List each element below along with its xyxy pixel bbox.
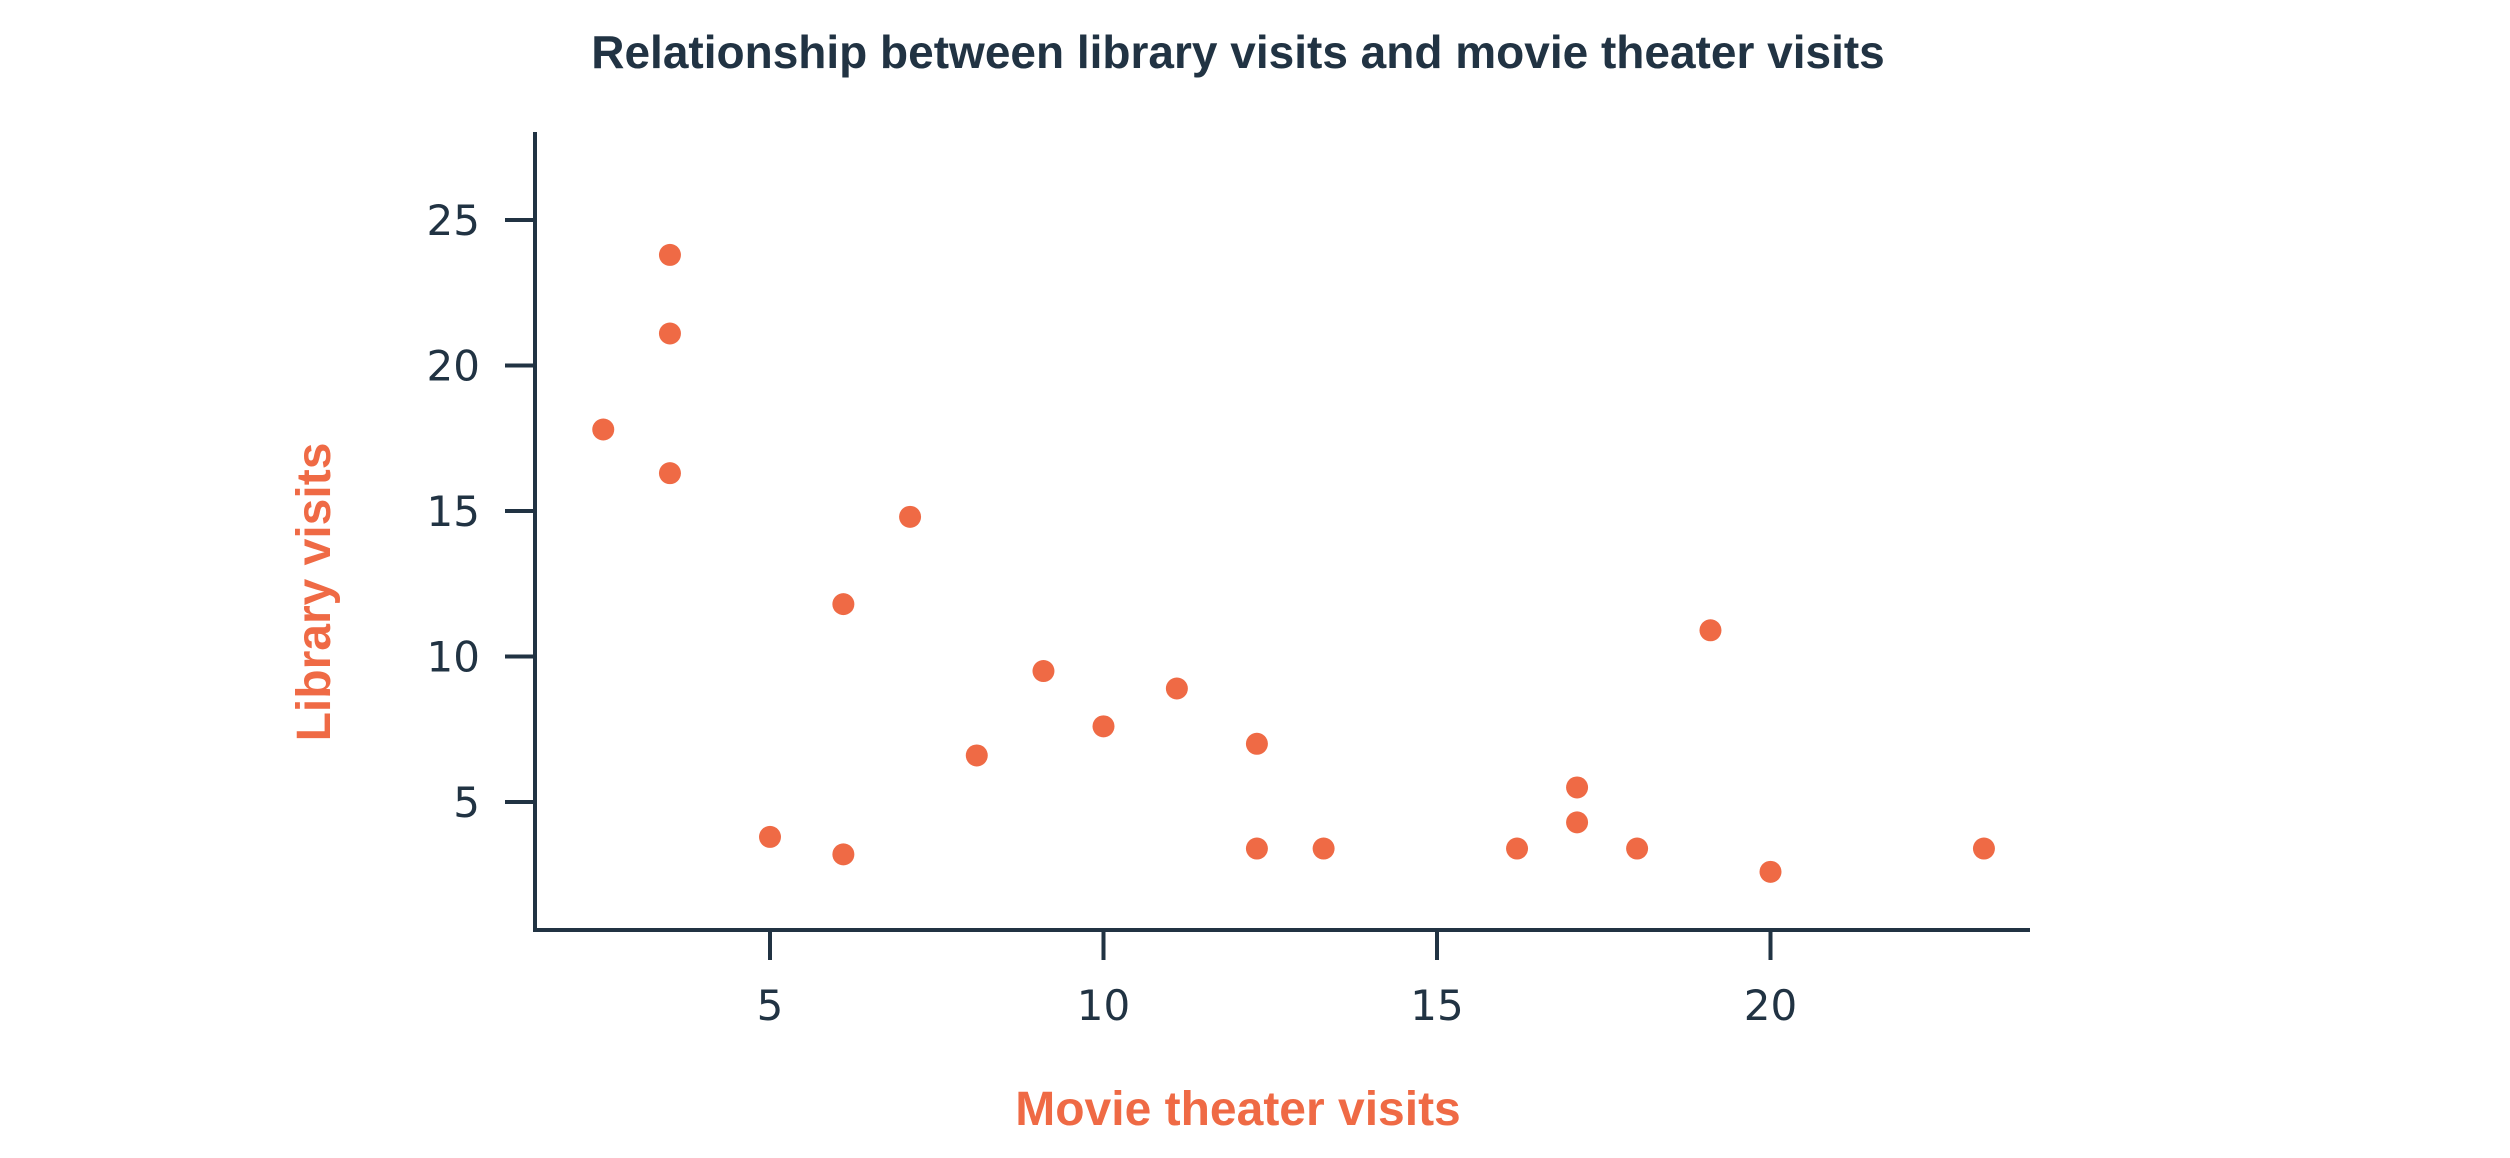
x-tick-label: 5	[757, 981, 784, 1030]
y-tick-label: 15	[427, 487, 480, 536]
data-point	[1032, 660, 1055, 683]
data-point	[1566, 811, 1589, 834]
data-points	[592, 243, 1995, 883]
x-tick-group: 5 10 15 20	[757, 930, 1797, 1030]
x-tick-label: 15	[1410, 981, 1463, 1030]
data-point	[658, 243, 681, 266]
x-tick-label: 20	[1744, 981, 1797, 1030]
x-axis-label: Movie theater visits	[1015, 1083, 1461, 1136]
data-point	[1092, 715, 1115, 738]
data-point	[1626, 837, 1649, 860]
data-point	[965, 744, 988, 767]
chart-title: Relationship between library visits and …	[591, 26, 1885, 78]
data-point	[832, 843, 855, 866]
data-point	[592, 418, 615, 441]
data-point	[1566, 776, 1589, 799]
data-point	[832, 593, 855, 616]
data-point	[658, 322, 681, 345]
y-tick-label: 20	[427, 342, 480, 391]
data-point	[1245, 732, 1268, 755]
data-point	[1312, 837, 1335, 860]
y-tick-label: 5	[453, 778, 480, 827]
x-tick-label: 10	[1077, 981, 1130, 1030]
data-point	[1245, 837, 1268, 860]
y-tick-group: 5 10 15 20 25	[427, 196, 535, 827]
data-point	[1506, 837, 1529, 860]
y-axis-label: Library visits	[288, 443, 341, 742]
y-tick-label: 10	[427, 633, 480, 682]
data-point	[1972, 837, 1995, 860]
axes-lines	[533, 132, 2030, 932]
data-point	[899, 505, 922, 528]
data-point	[759, 825, 781, 848]
data-point	[658, 462, 681, 485]
data-point	[1759, 860, 1782, 883]
data-point	[1699, 619, 1722, 642]
y-tick-label: 25	[427, 196, 480, 245]
data-point	[1165, 677, 1188, 700]
